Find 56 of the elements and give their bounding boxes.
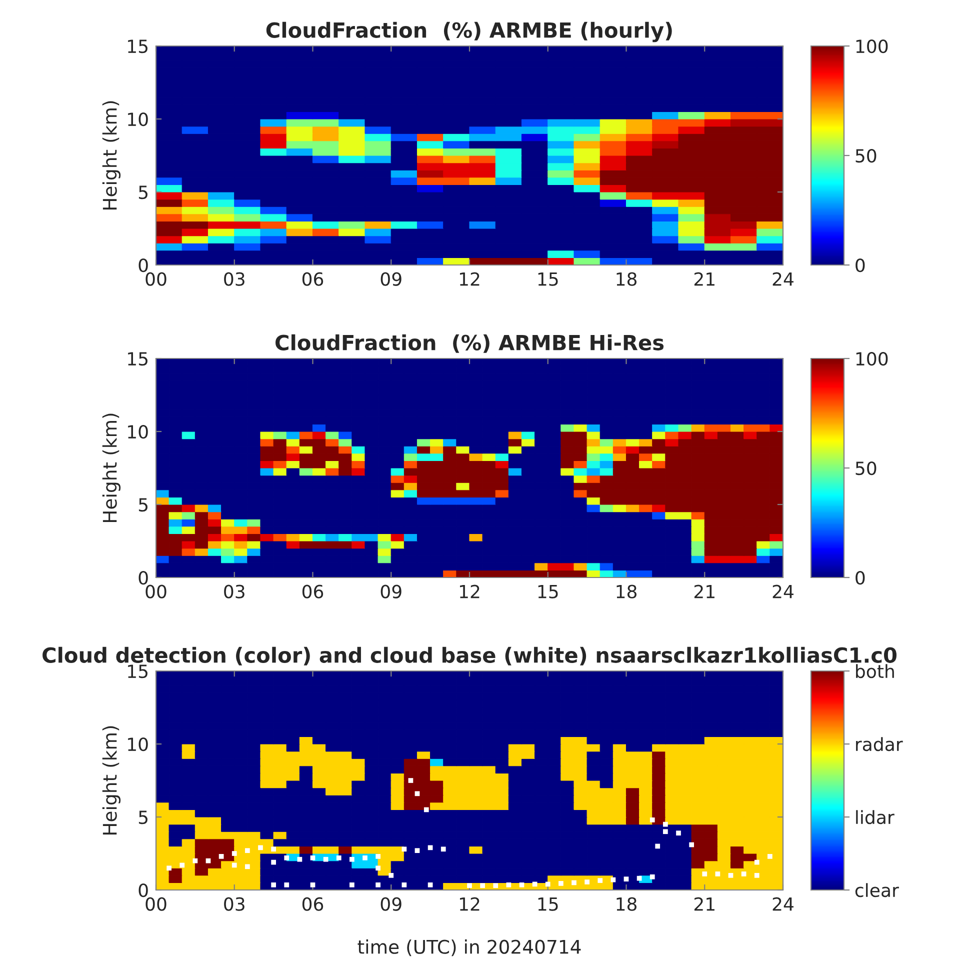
- y-axis-title: Height (km): [102, 726, 121, 835]
- y-tick-label: 15: [128, 352, 148, 366]
- y-tick-label: 10: [128, 112, 148, 126]
- x-tick-label: 15: [538, 898, 558, 911]
- color-bar-label: 0: [856, 258, 865, 272]
- x-tick-label: 18: [616, 272, 636, 286]
- x-tick-label: 00: [146, 584, 166, 598]
- color-bar-label: clear: [855, 883, 899, 898]
- color-bar-label: 100: [856, 39, 888, 54]
- x-axis-title: time (UTC) in 20240714: [358, 939, 581, 956]
- x-tick-label: 24: [772, 272, 794, 286]
- y-axis-title: Height (km): [102, 414, 121, 522]
- x-tick-label: 24: [772, 897, 794, 911]
- y-tick-label: 5: [138, 186, 148, 200]
- x-tick-label: 06: [302, 272, 324, 286]
- x-tick-label: 12: [460, 584, 480, 598]
- x-tick-label: 18: [616, 584, 636, 598]
- y-tick-label: 0: [138, 883, 148, 898]
- x-tick-label: 03: [224, 584, 244, 598]
- x-tick-label: 12: [460, 272, 480, 286]
- x-tick-label: 21: [694, 897, 714, 911]
- color-bar-label: 100: [856, 352, 888, 366]
- color-bar-label: lidar: [856, 810, 894, 824]
- color-bar-label: radar: [856, 737, 903, 752]
- y-tick-label: 10: [128, 424, 148, 439]
- x-tick-label: 18: [616, 897, 636, 911]
- y-tick-label: 15: [128, 664, 148, 678]
- x-tick-label: 06: [302, 584, 324, 598]
- x-tick-label: 03: [224, 272, 244, 286]
- x-tick-label: 21: [694, 584, 714, 598]
- color-bar-label: both: [856, 664, 894, 678]
- y-tick-label: 15: [128, 40, 148, 54]
- x-tick-label: 09: [380, 272, 402, 286]
- x-tick-label: 09: [380, 897, 402, 911]
- y-tick-label: 10: [128, 737, 148, 752]
- x-tick-label: 09: [380, 584, 402, 598]
- y-tick-label: 0: [138, 570, 148, 585]
- x-tick-label: 21: [694, 272, 714, 286]
- chart-title: CloudFraction (%) ARMBE (hourly): [266, 22, 672, 42]
- x-tick-label: 24: [772, 584, 794, 598]
- chart-title: Cloud detection (color) and cloud base (white) nsaarsclkazr1kolliasC1.c0: [42, 646, 896, 666]
- x-tick-label: 00: [146, 272, 166, 286]
- y-tick-label: 5: [138, 498, 148, 512]
- x-tick-label: 12: [460, 897, 480, 911]
- x-tick-label: 00: [146, 897, 166, 911]
- x-tick-label: 15: [538, 585, 558, 598]
- x-tick-label: 15: [538, 272, 558, 286]
- color-bar-label: 50: [856, 148, 876, 163]
- color-bar-label: 50: [856, 461, 876, 476]
- x-tick-label: 06: [302, 897, 324, 911]
- x-tick-label: 03: [224, 897, 244, 911]
- y-tick-label: 5: [138, 810, 148, 824]
- y-axis-title: Height (km): [102, 101, 121, 210]
- y-tick-label: 0: [138, 258, 148, 272]
- color-bar-label: 0: [856, 570, 865, 585]
- chart-title: CloudFraction (%) ARMBE Hi-Res: [276, 334, 664, 353]
